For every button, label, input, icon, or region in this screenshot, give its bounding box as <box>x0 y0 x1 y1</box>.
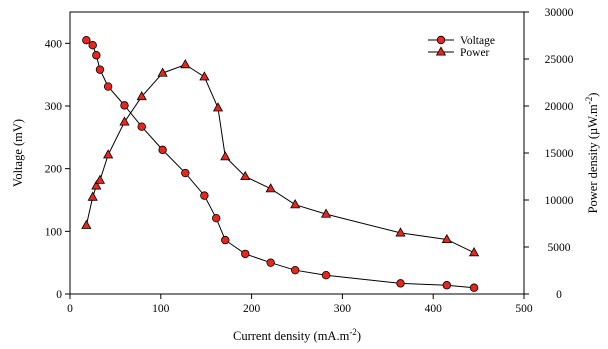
y-tick-label: 0 <box>56 289 62 301</box>
data-point-voltage <box>88 41 97 50</box>
data-point-power <box>91 180 102 190</box>
y2-tick-label: 20000 <box>545 101 574 113</box>
data-point-power <box>320 208 332 218</box>
x-tick-label: 0 <box>67 303 73 315</box>
data-point-voltage <box>158 145 167 155</box>
data-point-power <box>240 170 251 181</box>
data-point-voltage <box>396 279 405 288</box>
data-point-power <box>94 174 106 184</box>
y-tick-label: 200 <box>45 164 63 176</box>
plot-frame <box>69 11 525 295</box>
data-point-voltage <box>103 82 113 91</box>
data-point-power <box>468 246 480 257</box>
data-point-voltage <box>266 258 275 267</box>
y2-tick-label: 5000 <box>548 242 571 254</box>
x-tick-label: 500 <box>515 303 533 315</box>
data-point-power <box>199 71 210 81</box>
data-point-power <box>103 149 114 159</box>
data-point-power <box>212 102 224 112</box>
data-point-voltage <box>321 271 331 280</box>
y-tick-label: 400 <box>45 38 63 50</box>
legend-voltage-marker <box>436 35 446 45</box>
series-line-voltage <box>86 39 475 289</box>
legend-voltage-label: Voltage <box>460 35 495 47</box>
data-point-voltage <box>290 265 300 275</box>
data-point-power <box>441 233 452 244</box>
data-point-voltage <box>120 101 129 110</box>
legend-power-marker <box>435 46 447 56</box>
data-point-power <box>220 151 231 161</box>
data-point-voltage <box>181 168 190 178</box>
x-axis-title: Current density (mA.m-2) <box>233 327 361 343</box>
data-point-power <box>290 199 301 209</box>
data-point-power <box>180 58 191 69</box>
data-point-power <box>136 90 147 101</box>
y-tick-label: 100 <box>45 226 63 238</box>
x-tick-label: 300 <box>334 303 352 315</box>
data-point-power <box>157 67 168 77</box>
y2-tick-label: 15000 <box>545 148 574 160</box>
y2-tick-label: 25000 <box>545 54 574 66</box>
data-point-power <box>81 219 92 229</box>
series-lines <box>85 39 475 289</box>
data-point-voltage <box>442 281 452 290</box>
x-tick-label: 100 <box>152 303 170 315</box>
data-point-voltage <box>221 235 230 245</box>
y2-tick-label: 10000 <box>545 195 574 207</box>
data-point-power <box>395 227 406 237</box>
x-tick-label: 400 <box>425 303 443 315</box>
data-point-voltage <box>137 122 146 131</box>
y2-tick-label: 30000 <box>545 7 574 19</box>
y2-axis-title: Power density (µW.m-2) <box>584 93 600 214</box>
axes: 0 100 200 300 400 500010020030040005000100001… <box>45 7 574 315</box>
y-axis-title: Voltage (mV) <box>11 119 25 187</box>
data-point-voltage <box>95 65 105 74</box>
data-point-voltage <box>82 36 91 45</box>
data-point-power <box>87 191 98 201</box>
series-line-power <box>85 64 475 254</box>
y2-tick-label: 0 <box>556 289 562 301</box>
series-markers <box>81 36 480 292</box>
y-tick-label: 300 <box>45 101 63 113</box>
legend: Voltage Power <box>428 35 495 59</box>
data-point-voltage <box>200 191 209 200</box>
x-tick-label: 200 <box>243 303 261 315</box>
data-point-voltage <box>211 213 221 223</box>
data-point-voltage <box>241 249 250 259</box>
legend-power-label: Power <box>460 47 490 59</box>
data-point-voltage <box>469 283 479 292</box>
data-point-power <box>265 183 276 193</box>
data-point-power <box>119 116 130 126</box>
data-point-voltage <box>92 51 101 60</box>
